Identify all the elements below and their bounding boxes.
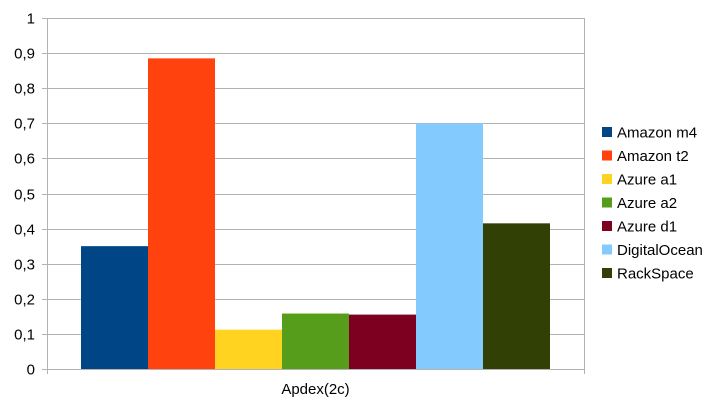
legend-label: DigitalOcean <box>617 242 703 259</box>
x-tick-label: Apdex(2c) <box>281 381 349 398</box>
y-tick-label: 0 <box>27 362 35 379</box>
legend-label: Amazon t2 <box>617 148 689 165</box>
legend-swatch <box>602 268 612 278</box>
legend-label: Azure a2 <box>617 195 677 212</box>
bar-amazon-t2 <box>148 58 215 370</box>
legend-label: Azure a1 <box>617 172 677 189</box>
y-tick-labels: 0 0,1 0,2 0,3 0,4 0,5 0,6 0,7 0,8 0,9 1 <box>14 11 35 379</box>
legend-label: RackSpace <box>617 266 694 283</box>
legend-item: Amazon m4 <box>602 125 697 142</box>
legend-label: Amazon m4 <box>617 125 697 142</box>
x-tick-labels: Apdex(2c) <box>281 381 349 398</box>
bar-azure-d1 <box>349 314 416 369</box>
y-tick-label: 0,3 <box>14 257 35 274</box>
bars <box>81 58 550 370</box>
legend-swatch <box>602 197 612 208</box>
y-tick-label: 0,4 <box>14 222 35 239</box>
bar-amazon-m4 <box>81 246 148 369</box>
legend-item: Azure a2 <box>602 195 677 212</box>
bar-azure-a1 <box>215 329 282 369</box>
y-tick-label: 0,1 <box>14 327 35 344</box>
legend-swatch <box>602 150 612 161</box>
y-tick-label: 0,7 <box>14 116 35 133</box>
legend-swatch <box>602 244 612 255</box>
legend-swatch <box>602 174 612 184</box>
legend: Amazon m4 Amazon t2 Azure a1 Azure a2 Azure … <box>602 125 703 283</box>
legend-swatch <box>602 127 612 137</box>
bar-rackspace <box>483 223 550 369</box>
legend-item: DigitalOcean <box>602 242 703 259</box>
legend-item: Azure d1 <box>602 219 677 236</box>
bar-azure-a2 <box>282 313 349 369</box>
bar-digitalocean <box>416 123 483 369</box>
legend-swatch <box>602 221 612 231</box>
legend-item: Azure a1 <box>602 172 677 189</box>
legend-item: Amazon t2 <box>602 148 689 165</box>
y-tick-label: 0,9 <box>14 46 35 63</box>
legend-label: Azure d1 <box>617 219 677 236</box>
axes <box>47 18 585 374</box>
y-tick-label: 0,5 <box>14 187 35 204</box>
y-tick-label: 0,6 <box>14 151 35 168</box>
y-tick-label: 0,8 <box>14 81 35 98</box>
legend-item: RackSpace <box>602 266 694 283</box>
y-tick-label: 0,2 <box>14 292 35 309</box>
y-tick-label: 1 <box>27 11 35 28</box>
